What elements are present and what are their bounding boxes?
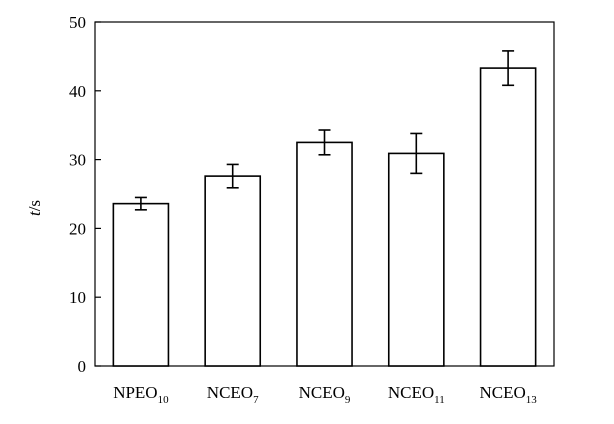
error-bar (502, 50, 515, 87)
y-tick-label: 10 (69, 288, 86, 307)
error-bar (410, 132, 423, 175)
y-axis-label-symbol: t (25, 210, 44, 216)
error-bar (226, 163, 239, 189)
bar (204, 175, 262, 367)
y-tick-label: 40 (69, 82, 86, 101)
error-bar (134, 196, 147, 211)
y-tick-label: 30 (69, 151, 86, 170)
category-subscript: 10 (158, 394, 170, 406)
category-subscript: 11 (434, 394, 445, 406)
y-tick-label: 50 (69, 13, 86, 32)
y-tick-label: 0 (78, 357, 87, 376)
bar (296, 141, 353, 367)
bar (112, 202, 170, 367)
category-name: NCEO (388, 383, 434, 402)
category-name: NPEO (113, 383, 157, 402)
y-axis-label-unit: /s (25, 200, 44, 211)
y-axis-label: t/s (25, 200, 44, 216)
category-subscript: 13 (526, 394, 538, 406)
category-name: NCEO (207, 383, 253, 402)
error-bars (134, 50, 515, 211)
category-name: NCEO (479, 383, 525, 402)
category-subscript: 9 (345, 394, 351, 406)
x-category-label: NCEO9 (299, 383, 351, 406)
bar (479, 67, 537, 367)
x-category-label: NCEO7 (207, 383, 259, 406)
x-category-label: NCEO13 (479, 383, 537, 406)
bar (387, 152, 445, 367)
category-name: NCEO (299, 383, 345, 402)
x-category-label: NPEO10 (113, 383, 169, 406)
error-bar (318, 129, 331, 156)
x-category-label: NCEO11 (388, 383, 445, 406)
bars (112, 67, 537, 367)
category-subscript: 7 (253, 394, 259, 406)
y-axis-ticks: 0 10 20 30 40 50 (69, 13, 101, 376)
x-axis-categories: NPEO10 NCEO7 NCEO9 NCEO11 NCEO13 (113, 383, 537, 406)
y-tick-label: 20 (69, 219, 86, 238)
